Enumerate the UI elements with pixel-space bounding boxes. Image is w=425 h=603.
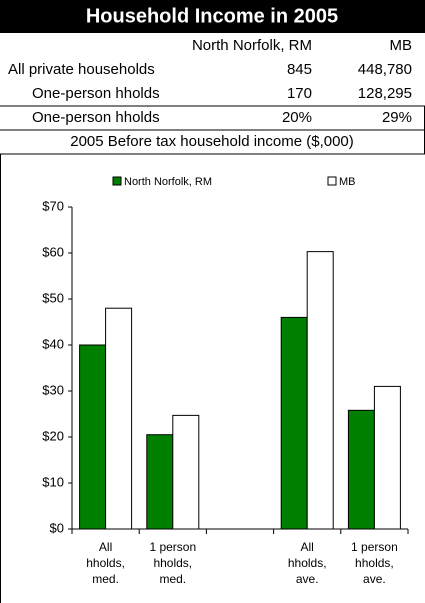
bar xyxy=(79,344,107,530)
bar xyxy=(105,307,133,530)
row-label: One-person hholds xyxy=(32,85,160,102)
y-tick-label: $20 xyxy=(42,428,64,443)
legend-swatch xyxy=(112,176,122,186)
x-tick-label: hholds, xyxy=(153,556,192,570)
x-tick-label: All xyxy=(99,540,112,554)
legend-label: MB xyxy=(339,176,356,188)
x-tick-label: 1 person xyxy=(351,540,398,554)
y-tick-label: $30 xyxy=(42,382,64,397)
x-tick-label: ave. xyxy=(363,572,386,586)
cell: 170 xyxy=(287,85,312,102)
bar xyxy=(146,434,174,530)
x-tick-label: hholds, xyxy=(288,556,327,570)
cell: 20% xyxy=(282,109,312,126)
x-tick-label: ave. xyxy=(296,572,319,586)
y-tick-label: $70 xyxy=(42,198,64,213)
y-tick-label: $10 xyxy=(42,474,64,489)
x-tick-label: All xyxy=(301,540,314,554)
title-band xyxy=(0,0,425,33)
y-tick-label: $40 xyxy=(42,336,64,351)
cell: 29% xyxy=(382,109,412,126)
y-tick-label: $0 xyxy=(50,520,64,535)
cell: 448,780 xyxy=(358,61,412,78)
cell: 128,295 xyxy=(358,85,412,102)
row-label: All private households xyxy=(8,61,155,78)
x-tick-label: 1 person xyxy=(149,540,196,554)
x-tick-label: med. xyxy=(92,572,119,586)
bar xyxy=(280,316,308,530)
x-tick-label: med. xyxy=(159,572,186,586)
title: Household Income in 2005 xyxy=(86,5,338,27)
bar xyxy=(306,251,334,530)
x-tick-label: hholds, xyxy=(86,556,125,570)
legend-label: North Norfolk, RM xyxy=(124,176,212,188)
row-label: One-person hholds xyxy=(32,109,160,126)
y-tick-label: $50 xyxy=(42,290,64,305)
chart-title: 2005 Before tax household income ($,000) xyxy=(70,133,354,150)
cell: 845 xyxy=(287,61,312,78)
column-header: North Norfolk, RM xyxy=(192,37,312,54)
y-tick-label: $60 xyxy=(42,244,64,259)
bar xyxy=(373,385,401,530)
legend-swatch xyxy=(327,176,337,186)
column-header: MB xyxy=(390,37,413,54)
x-tick-label: hholds, xyxy=(355,556,394,570)
bar xyxy=(172,414,200,530)
bar xyxy=(347,409,375,530)
